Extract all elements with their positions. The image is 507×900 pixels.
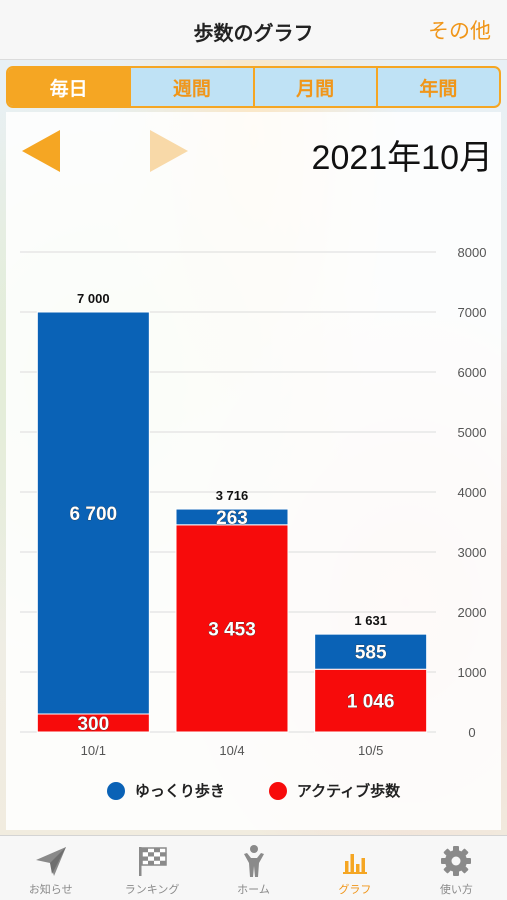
tab-ranking-label: ランキング [124, 883, 180, 896]
y-tick-label: 5000 [458, 425, 487, 440]
person-icon [243, 845, 264, 877]
y-tick-label: 4000 [458, 485, 487, 500]
next-month-arrow-icon[interactable] [148, 128, 190, 174]
tab-ranking[interactable]: ランキング [101, 836, 202, 900]
tab-news[interactable]: お知らせ [0, 836, 101, 900]
bar-segment-slow [314, 633, 428, 670]
bar-segment-slow [175, 508, 289, 526]
tab-home[interactable]: ホーム [203, 836, 304, 900]
tab-news-label: お知らせ [28, 883, 73, 896]
x-tick-label: 10/5 [358, 743, 383, 758]
page-title: 歩数のグラフ [193, 21, 314, 45]
checkered-flag-icon [139, 847, 167, 876]
bar-segment-active [175, 524, 289, 733]
y-tick-label: 3000 [458, 545, 487, 560]
bar-chart-icon [342, 854, 367, 874]
period-segmented-control: 毎日 週間 月間 年間 [6, 66, 501, 108]
tab-home-label: ホーム [237, 883, 270, 896]
y-tick-label: 8000 [458, 245, 487, 260]
chart-legend: ゆっくり歩き アクティブ歩数 [0, 780, 507, 801]
y-tick-label: 6000 [458, 365, 487, 380]
bar-value-label: 263 [216, 508, 248, 529]
x-tick-label: 10/1 [81, 743, 106, 758]
bar-value-label: 585 [355, 643, 387, 664]
legend-item-slow: ゆっくり歩き [106, 780, 225, 801]
segment-monthly[interactable]: 月間 [252, 68, 376, 106]
legend-label-slow: ゆっくり歩き [134, 782, 225, 800]
legend-dot-slow [106, 781, 125, 800]
steps-bar-chart: 0 1000 2000 3000 4000 5000 6000 7000 8000 300 6 70… [20, 245, 487, 758]
legend-item-active: アクティブ歩数 [268, 780, 401, 801]
bar-value-label: 300 [77, 714, 109, 735]
bar-value-label: 3 453 [208, 619, 256, 640]
bar-total-label: 3 716 [216, 488, 249, 503]
tab-graph[interactable]: グラフ [304, 836, 405, 900]
y-tick-label: 1000 [458, 665, 487, 680]
tab-graph-label: グラフ [338, 883, 372, 896]
bar-total-label: 1 631 [354, 613, 387, 628]
nav-header: 歩数のグラフ その他 [0, 0, 507, 60]
x-tick-label: 10/4 [219, 743, 244, 758]
bar-total-label: 7 000 [77, 291, 110, 306]
y-tick-label: 7000 [458, 305, 487, 320]
tab-help[interactable]: 使い方 [406, 836, 507, 900]
y-tick-label: 2000 [458, 605, 487, 620]
y-tick-label: 0 [468, 725, 475, 740]
gear-icon [441, 846, 472, 876]
bar-value-label: 1 046 [347, 692, 395, 713]
legend-label-active: アクティブ歩数 [296, 782, 401, 800]
tab-help-label: 使い方 [439, 883, 473, 896]
bar-value-label: 6 700 [70, 504, 118, 525]
segment-daily[interactable]: 毎日 [8, 68, 130, 106]
tab-bar: お知らせ ランキング ホーム グラフ [0, 835, 507, 900]
previous-month-arrow-icon[interactable] [20, 128, 62, 174]
segment-weekly[interactable]: 週間 [129, 68, 252, 106]
month-label: 2021年10月 [311, 139, 493, 177]
paper-plane-icon [35, 847, 66, 876]
legend-dot-active [268, 781, 287, 800]
segment-yearly[interactable]: 年間 [375, 68, 499, 106]
more-button[interactable]: その他 [428, 19, 491, 43]
bar-segment-slow [36, 311, 150, 715]
